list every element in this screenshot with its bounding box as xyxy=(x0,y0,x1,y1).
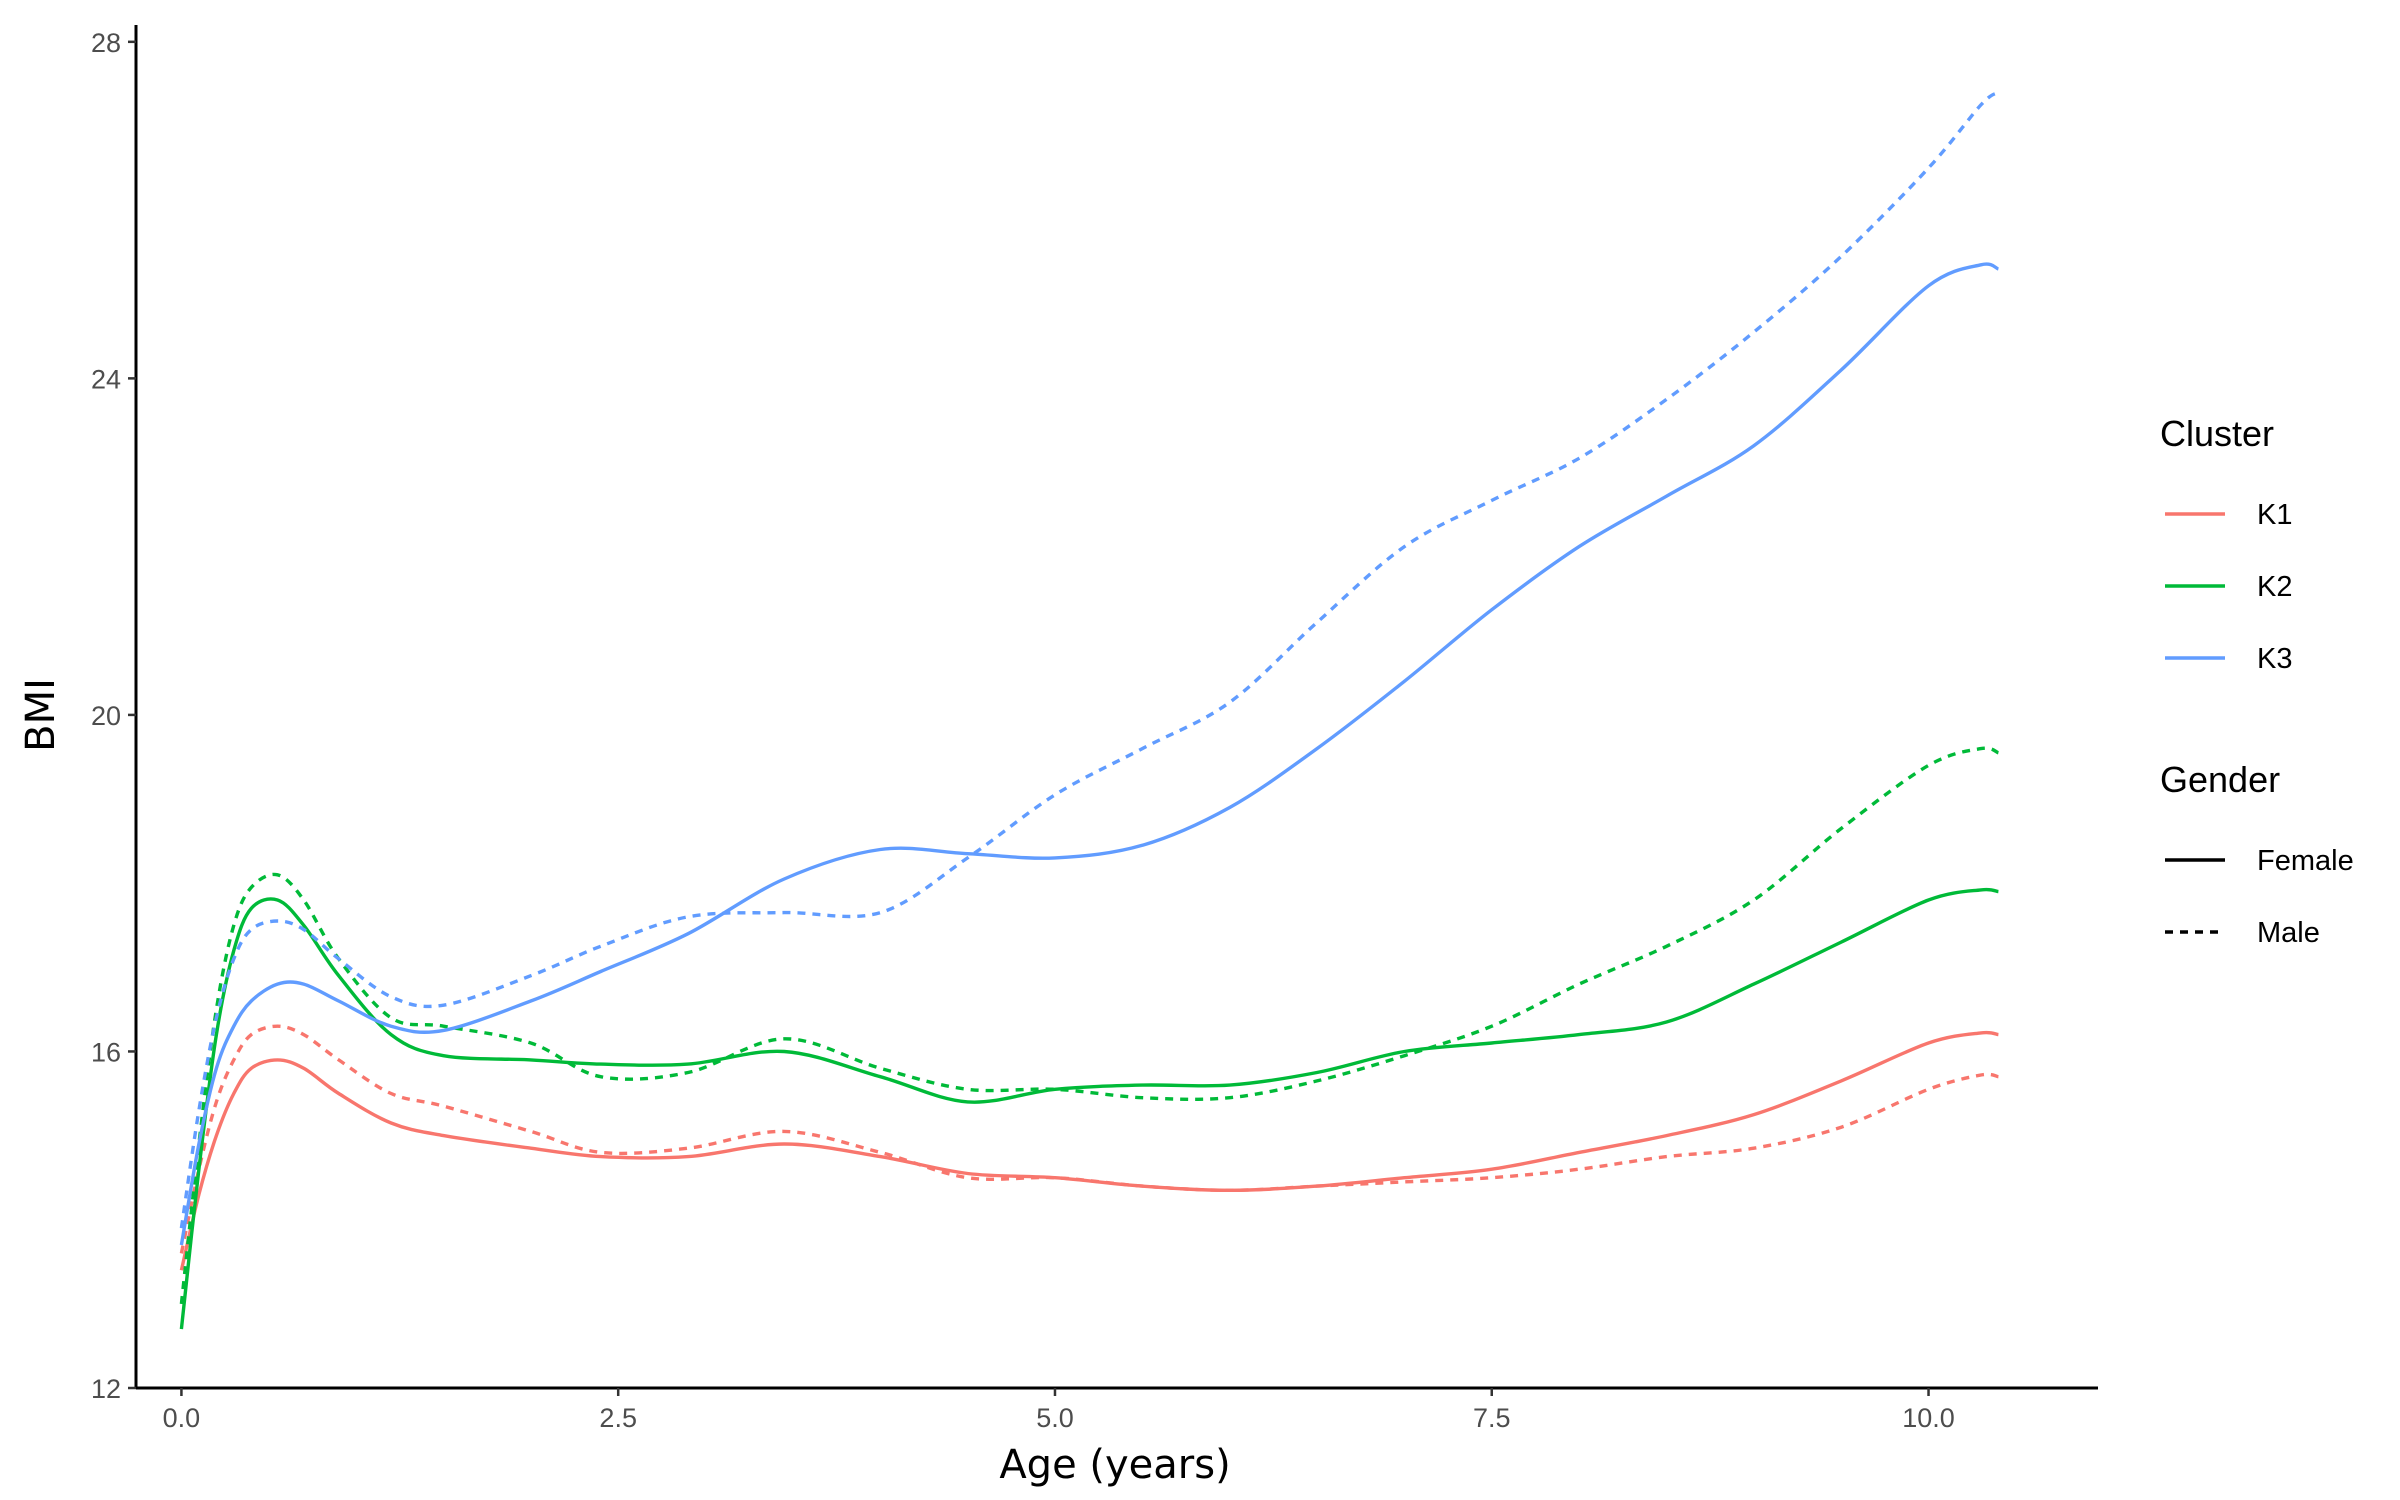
legend-title-gender: Gender xyxy=(2160,759,2280,800)
series-layer xyxy=(179,90,2000,1330)
y-axis-title: BMI xyxy=(18,678,64,752)
y-tick-label: 12 xyxy=(91,1374,121,1404)
legend: Cluster K1 K2 K3 Gender Female Male xyxy=(2160,413,2354,949)
x-axis-title: Age (years) xyxy=(999,1442,1230,1488)
legend-title-cluster: Cluster xyxy=(2160,413,2274,454)
x-tick-label: 10.0 xyxy=(1902,1403,1955,1433)
legend-label-male: Male xyxy=(2257,917,2320,949)
x-tick-label: 5.0 xyxy=(1036,1403,1074,1433)
x-tick-label: 7.5 xyxy=(1473,1403,1511,1433)
y-tick-label: 20 xyxy=(91,701,121,731)
axes-layer xyxy=(134,25,2098,1390)
legend-label-k1: K1 xyxy=(2257,499,2292,531)
y-tick-label: 28 xyxy=(91,28,121,58)
legend-label-female: Female xyxy=(2257,845,2354,877)
series-line-k2-female xyxy=(179,887,1999,1330)
legend-label-k3: K3 xyxy=(2257,643,2292,675)
series-line-k3-female xyxy=(179,262,2000,1246)
series-line-k1-male xyxy=(179,1024,1999,1254)
x-tick-label: 0.0 xyxy=(163,1403,201,1433)
ticks-layer: 12 16 20 24 28 0.0 2.5 5.0 7.5 10.0 xyxy=(91,28,1955,1433)
series-line-k3-male xyxy=(179,90,2000,1229)
y-tick-label: 16 xyxy=(91,1037,121,1067)
series-line-k2-male xyxy=(179,746,2000,1305)
legend-label-k2: K2 xyxy=(2257,571,2292,603)
y-tick-label: 24 xyxy=(91,364,121,394)
x-tick-label: 2.5 xyxy=(599,1403,637,1433)
